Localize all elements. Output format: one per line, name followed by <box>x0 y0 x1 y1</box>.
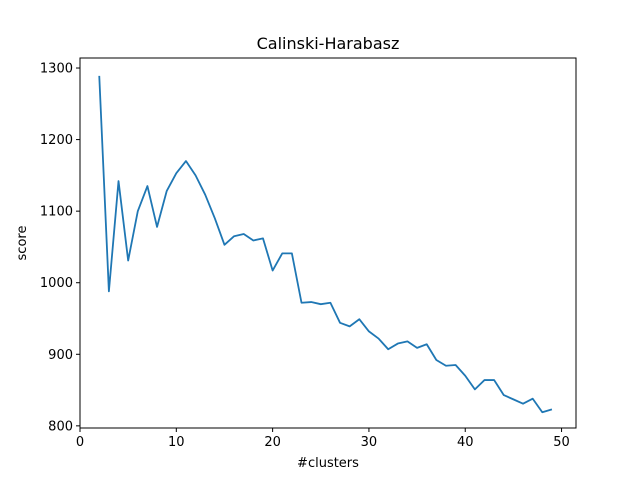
y-tick-label: 1200 <box>40 133 73 148</box>
y-tick-label: 1300 <box>40 62 73 77</box>
series-line <box>98 75 553 414</box>
x-tick-label: 40 <box>457 435 474 450</box>
x-tick-label: 30 <box>361 435 378 450</box>
x-tick-label: 50 <box>553 435 570 450</box>
y-tick-label: 1100 <box>40 205 73 220</box>
y-axis: 800 900 1000 1100 1200 1300 <box>40 62 80 434</box>
x-tick-label: 20 <box>264 435 281 450</box>
x-tick-label: 10 <box>168 435 185 450</box>
x-axis-label: #clusters <box>297 456 359 471</box>
y-tick-label: 1000 <box>40 276 73 291</box>
y-axis-label: score <box>15 226 30 261</box>
y-tick-label: 900 <box>48 348 73 363</box>
x-tick-label: 0 <box>76 435 84 450</box>
plot-frame <box>79 57 577 429</box>
plot-area <box>98 75 553 414</box>
x-axis: 0 10 20 30 40 50 <box>76 428 570 450</box>
y-tick-label: 800 <box>48 419 73 434</box>
chart-title: Calinski-Harabasz <box>257 34 400 53</box>
